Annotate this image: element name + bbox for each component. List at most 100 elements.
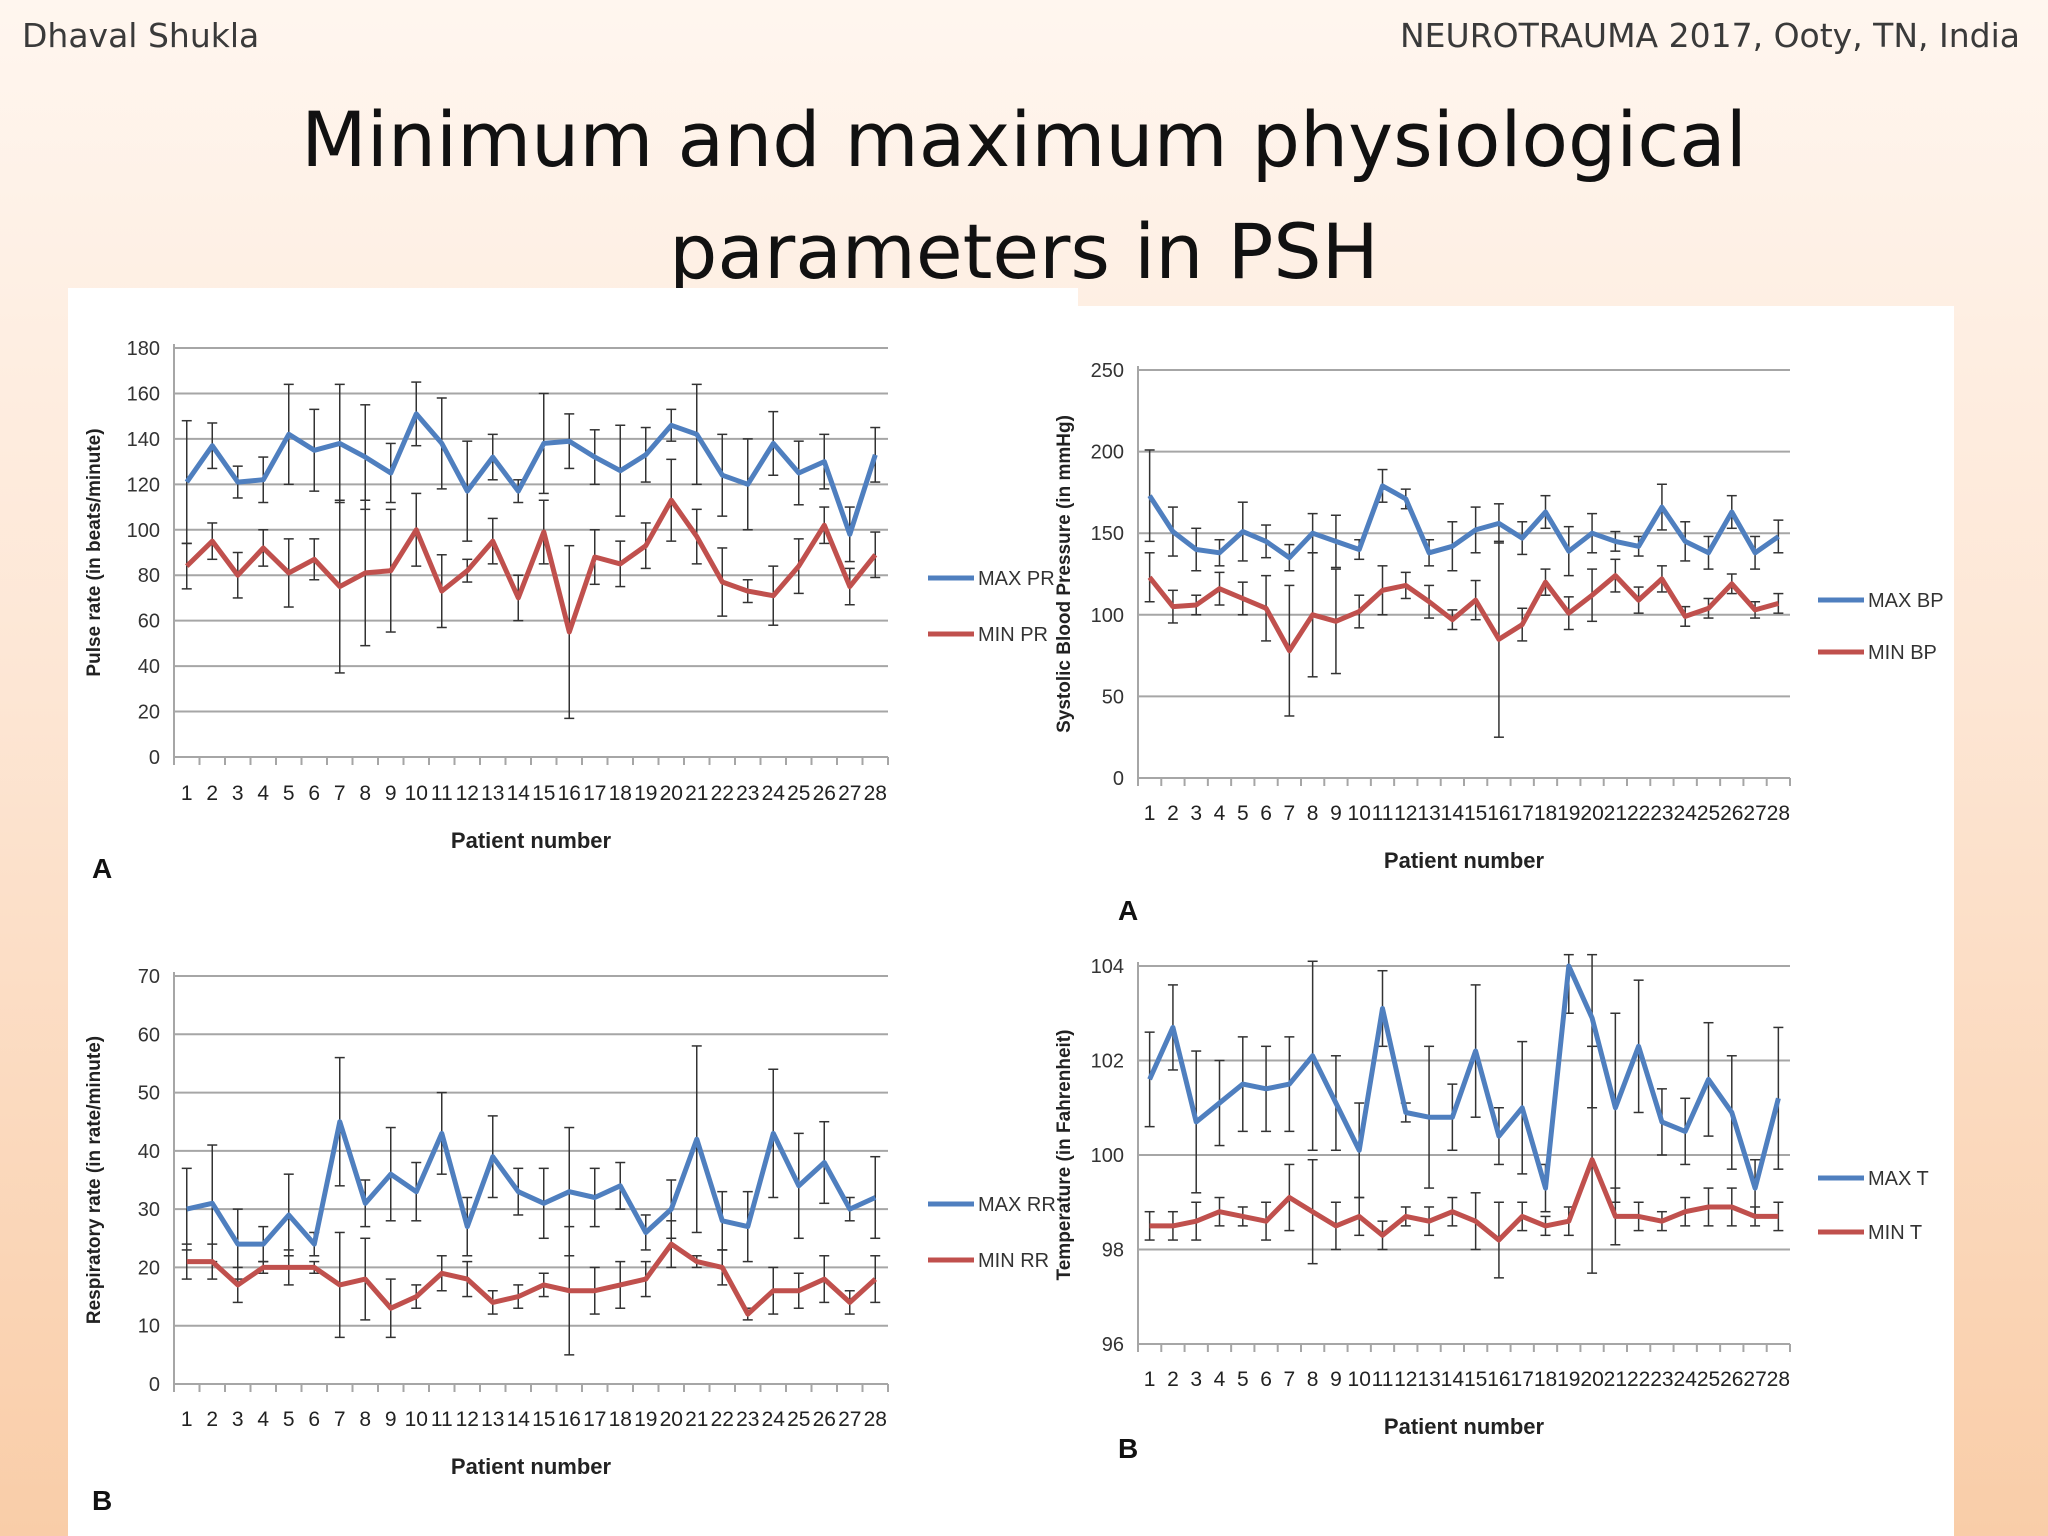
x-tick-label: 25 bbox=[787, 1408, 810, 1431]
x-tick-label: 28 bbox=[1767, 802, 1790, 825]
legend-label: MIN T bbox=[1868, 1222, 1922, 1244]
x-tick-label: 23 bbox=[736, 1408, 759, 1431]
y-axis-title: Respiratory rate (in rate/minute) bbox=[84, 1036, 105, 1324]
x-axis-title: Patient number bbox=[451, 828, 612, 853]
x-tick-label: 10 bbox=[405, 782, 428, 805]
x-tick-label: 6 bbox=[1260, 1368, 1272, 1391]
legend-label: MAX PR bbox=[978, 568, 1055, 590]
x-tick-label: 13 bbox=[1417, 1368, 1440, 1391]
x-tick-label: 10 bbox=[1348, 1368, 1371, 1391]
y-tick-label: 30 bbox=[138, 1199, 160, 1221]
x-tick-label: 7 bbox=[334, 1408, 346, 1431]
x-tick-label: 14 bbox=[507, 782, 531, 805]
x-tick-label: 17 bbox=[1511, 1368, 1534, 1391]
y-tick-label: 180 bbox=[127, 338, 160, 360]
panel-label: B bbox=[92, 1485, 112, 1516]
y-tick-label: 98 bbox=[1102, 1240, 1124, 1262]
x-tick-label: 9 bbox=[1330, 802, 1342, 825]
x-tick-label: 19 bbox=[634, 1408, 657, 1431]
x-tick-label: 7 bbox=[1284, 802, 1296, 825]
x-tick-label: 17 bbox=[1511, 802, 1534, 825]
x-tick-label: 26 bbox=[813, 1408, 836, 1431]
x-tick-label: 15 bbox=[532, 782, 555, 805]
x-tick-label: 10 bbox=[405, 1408, 428, 1431]
series-line-max-pr bbox=[184, 411, 878, 537]
x-tick-label: 14 bbox=[1441, 1368, 1465, 1391]
x-tick-label: 2 bbox=[1167, 802, 1179, 825]
slide-title: Minimum and maximum physiological parame… bbox=[0, 84, 2048, 308]
y-tick-label: 20 bbox=[138, 702, 160, 724]
x-tick-label: 20 bbox=[1580, 1368, 1603, 1391]
y-axis-title: Pulse rate (in beats/minute) bbox=[84, 428, 105, 676]
x-tick-label: 25 bbox=[1697, 802, 1720, 825]
series-line-min-bp bbox=[1147, 573, 1780, 654]
x-tick-label: 24 bbox=[1674, 802, 1698, 825]
series-line-min-t bbox=[1149, 1157, 1779, 1243]
y-tick-label: 70 bbox=[138, 966, 160, 988]
x-tick-label: 23 bbox=[736, 782, 759, 805]
x-tick-label: 18 bbox=[609, 1408, 632, 1431]
x-tick-label: 13 bbox=[481, 1408, 504, 1431]
x-axis-title: Patient number bbox=[1384, 848, 1545, 873]
x-tick-label: 4 bbox=[1214, 1368, 1226, 1391]
x-tick-label: 13 bbox=[481, 782, 504, 805]
x-tick-label: 23 bbox=[1650, 1368, 1673, 1391]
x-tick-label: 27 bbox=[1743, 1368, 1766, 1391]
x-tick-label: 27 bbox=[838, 782, 861, 805]
x-tick-label: 2 bbox=[206, 782, 218, 805]
y-tick-label: 96 bbox=[1102, 1334, 1124, 1356]
x-tick-label: 12 bbox=[456, 782, 479, 805]
x-tick-label: 4 bbox=[257, 1408, 269, 1431]
x-tick-label: 26 bbox=[1720, 1368, 1743, 1391]
x-tick-label: 17 bbox=[583, 782, 606, 805]
x-tick-label: 6 bbox=[1260, 802, 1272, 825]
x-tick-label: 28 bbox=[1767, 1368, 1790, 1391]
x-tick-label: 8 bbox=[359, 1408, 371, 1431]
x-tick-label: 7 bbox=[334, 782, 346, 805]
legend-label: MAX RR bbox=[978, 1194, 1056, 1216]
x-tick-label: 16 bbox=[558, 1408, 581, 1431]
y-tick-label: 50 bbox=[138, 1083, 160, 1105]
y-tick-label: 0 bbox=[149, 747, 160, 769]
x-tick-label: 11 bbox=[1372, 802, 1394, 825]
x-tick-label: 8 bbox=[1307, 802, 1319, 825]
x-tick-label: 22 bbox=[711, 782, 734, 805]
x-tick-label: 24 bbox=[762, 782, 786, 805]
x-tick-label: 28 bbox=[864, 1408, 887, 1431]
x-tick-label: 27 bbox=[838, 1408, 861, 1431]
legend-label: MIN PR bbox=[978, 624, 1048, 646]
x-tick-label: 5 bbox=[283, 1408, 295, 1431]
x-tick-label: 12 bbox=[456, 1408, 479, 1431]
x-tick-label: 15 bbox=[532, 1408, 555, 1431]
x-tick-label: 1 bbox=[1144, 1368, 1156, 1391]
x-tick-label: 25 bbox=[1697, 1368, 1720, 1391]
y-tick-label: 140 bbox=[127, 429, 160, 451]
x-tick-label: 15 bbox=[1464, 802, 1487, 825]
y-tick-label: 50 bbox=[1102, 686, 1124, 708]
x-tick-label: 22 bbox=[1627, 1368, 1650, 1391]
legend-label: MAX BP bbox=[1868, 590, 1944, 612]
x-tick-label: 24 bbox=[1674, 1368, 1698, 1391]
x-tick-label: 27 bbox=[1743, 802, 1766, 825]
x-tick-label: 20 bbox=[660, 1408, 683, 1431]
x-tick-label: 21 bbox=[1604, 1368, 1627, 1391]
x-tick-label: 22 bbox=[711, 1408, 734, 1431]
x-tick-label: 2 bbox=[1167, 1368, 1179, 1391]
y-tick-label: 60 bbox=[138, 611, 160, 633]
legend-label: MIN RR bbox=[978, 1250, 1049, 1272]
x-tick-label: 19 bbox=[634, 782, 657, 805]
y-tick-label: 40 bbox=[138, 1141, 160, 1163]
y-tick-label: 160 bbox=[127, 383, 160, 405]
x-tick-label: 23 bbox=[1650, 802, 1673, 825]
x-tick-label: 16 bbox=[1487, 1368, 1510, 1391]
y-tick-label: 100 bbox=[1091, 1145, 1124, 1167]
right-panel-background bbox=[1048, 306, 1954, 1536]
x-tick-label: 18 bbox=[1534, 802, 1557, 825]
y-tick-label: 102 bbox=[1091, 1051, 1124, 1073]
x-axis-title: Patient number bbox=[451, 1454, 612, 1479]
y-tick-label: 100 bbox=[1091, 605, 1124, 627]
legend-label: MIN BP bbox=[1868, 642, 1937, 664]
x-tick-label: 9 bbox=[1330, 1368, 1342, 1391]
x-tick-label: 18 bbox=[1534, 1368, 1557, 1391]
